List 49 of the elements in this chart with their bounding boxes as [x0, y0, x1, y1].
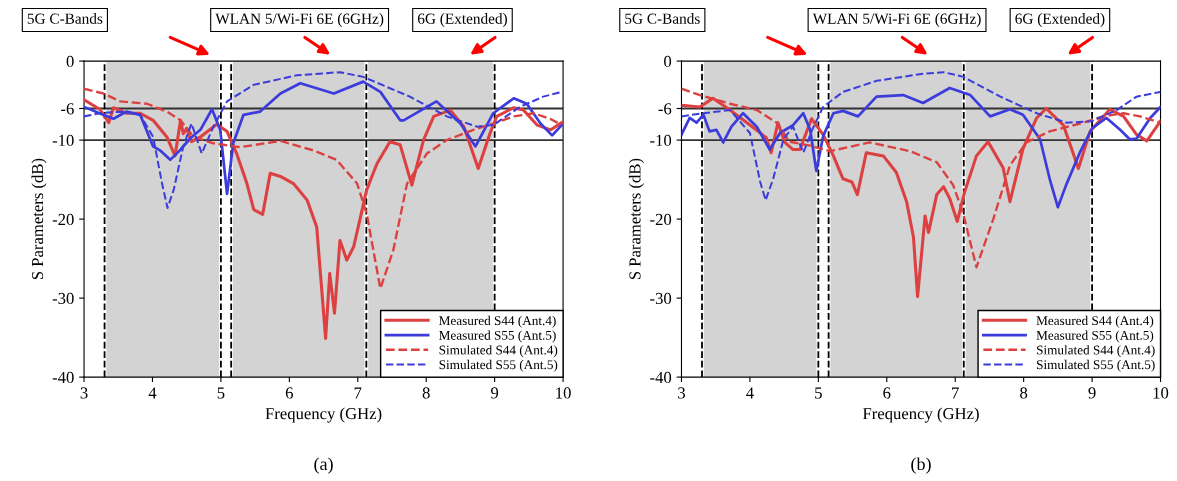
text: (a) — [314, 457, 333, 474]
y-tick-label: -10 — [650, 134, 672, 147]
text: 6G (Extended) — [417, 13, 507, 27]
x-tick-label: 10 — [1153, 387, 1169, 399]
text: WLAN 5/Wi-Fi 6E (6GHz) — [215, 13, 384, 27]
text: 6G (Extended) — [1015, 13, 1105, 27]
legend-label: Simulated S55 (Ant.5) — [439, 359, 558, 372]
x-tick-label: 9 — [1088, 387, 1096, 399]
y-axis-title: S Parameters (dB) — [628, 158, 644, 280]
text: 5G C-Bands — [27, 13, 103, 24]
y-tick-label: -6 — [658, 103, 672, 115]
y-tick-label: -6 — [61, 103, 74, 115]
legend-label: Simulated S44 (Ant.4) — [1037, 345, 1155, 358]
y-tick-label: 0 — [664, 55, 672, 68]
x-tick-label: 5 — [815, 387, 822, 399]
legend-label: Simulated S44 (Ant.4) — [439, 345, 558, 358]
y-tick-label: 0 — [66, 55, 74, 68]
x-tick-label: 3 — [80, 387, 88, 399]
legend-label: Measured S55 (Ant.5) — [1036, 330, 1154, 343]
y-tick-label: -30 — [52, 292, 74, 305]
x-tick-label: 9 — [491, 387, 499, 399]
legend-label: Measured S44 (Ant.4) — [439, 315, 556, 328]
text: WLAN 5/Wi-Fi 6E (6GHz) — [812, 13, 981, 27]
y-axis-title: S Parameters (dB) — [31, 158, 47, 280]
y-tick-label: -40 — [52, 371, 74, 384]
x-tick-label: 8 — [422, 387, 430, 399]
y-tick-label: -30 — [650, 292, 672, 305]
x-tick-label: 4 — [148, 387, 157, 399]
legend-label: Measured S55 (Ant.5) — [439, 330, 556, 343]
x-tick-label: 5 — [217, 387, 225, 399]
x-tick-label: 8 — [1020, 387, 1028, 399]
x-axis-title: Frequency (GHz) — [265, 407, 382, 423]
x-tick-label: 3 — [678, 387, 685, 399]
x-tick-label: 7 — [354, 387, 362, 399]
x-axis-title: Frequency (GHz) — [862, 407, 979, 423]
x-tick-label: 7 — [952, 387, 959, 399]
line-series — [84, 71, 563, 210]
text: (b) — [911, 457, 931, 474]
text: 5G C-Bands — [625, 13, 700, 24]
y-tick-label: -40 — [650, 371, 672, 384]
y-tick-label: -10 — [52, 134, 74, 147]
legend-label: Simulated S55 (Ant.5) — [1037, 359, 1155, 372]
y-tick-label: -20 — [650, 213, 672, 226]
y-tick-label: -20 — [52, 213, 74, 226]
x-tick-label: 6 — [883, 387, 891, 399]
x-tick-label: 4 — [746, 387, 754, 399]
x-tick-label: 10 — [556, 387, 571, 399]
legend-label: Measured S44 (Ant.4) — [1036, 315, 1154, 328]
x-tick-label: 6 — [285, 387, 294, 399]
